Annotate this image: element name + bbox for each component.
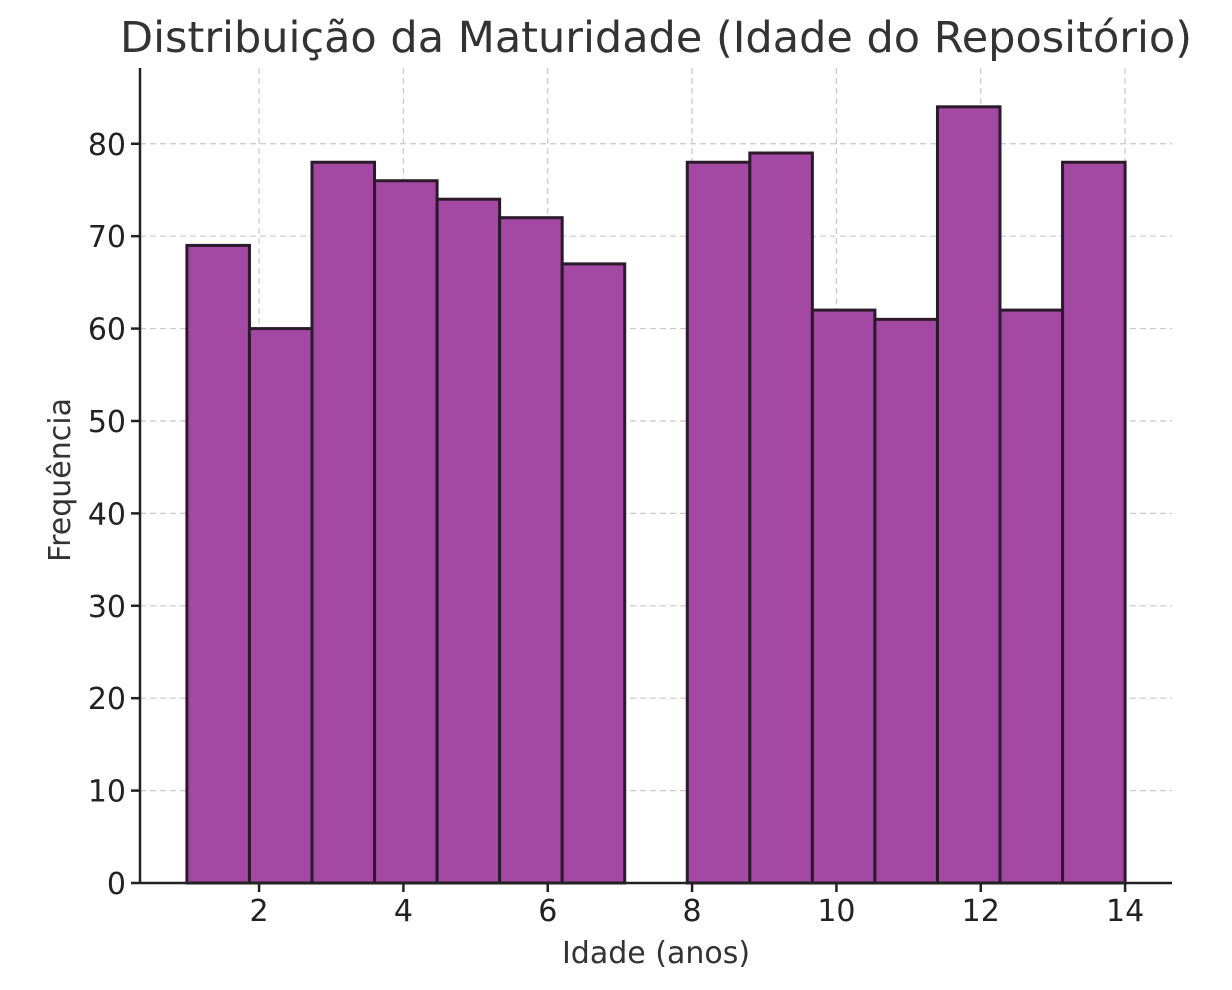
bar-4	[373, 179, 439, 885]
bar-15	[1061, 160, 1127, 885]
bar-5	[435, 197, 502, 885]
bar-10	[748, 151, 814, 885]
x-tick-label-8: 8	[683, 894, 702, 929]
bar-6	[498, 216, 564, 885]
bar-13	[935, 105, 1002, 885]
bar-9	[685, 160, 752, 885]
x-tick-label-14: 14	[1106, 894, 1144, 929]
x-tick-label-10: 10	[817, 894, 855, 929]
bar-14	[998, 308, 1065, 885]
bar-11	[810, 308, 877, 885]
tick-labels: 2 4 6 8 10 12 14 0 10 20 30 40 50 60 70 80	[88, 128, 1144, 929]
y-tick-label-60: 60	[88, 313, 126, 348]
bar-1	[185, 243, 251, 885]
chart-title: Distribuição da Maturidade (Idade do Rep…	[120, 13, 1192, 63]
bar-3	[310, 160, 377, 885]
y-axis-label: Frequência	[43, 398, 78, 562]
y-tick-label-70: 70	[88, 220, 126, 255]
y-tick-label-10: 10	[88, 775, 126, 810]
y-tick-label-80: 80	[88, 128, 126, 163]
bar-7	[560, 262, 627, 885]
y-tick-label-30: 30	[88, 590, 126, 625]
y-tick-label-20: 20	[88, 682, 126, 717]
x-tick-label-6: 6	[538, 894, 557, 929]
bars	[185, 105, 1127, 885]
x-axis-label: Idade (anos)	[562, 936, 750, 971]
x-tick-label-12: 12	[962, 894, 1000, 929]
y-tick-label-0: 0	[107, 867, 126, 902]
x-tick-label-2: 2	[250, 894, 269, 929]
y-tick-label-40: 40	[88, 497, 126, 532]
bar-12	[873, 317, 939, 885]
axes	[131, 68, 1172, 892]
bar-2	[247, 327, 314, 885]
x-tick-label-4: 4	[394, 894, 413, 929]
y-tick-label-50: 50	[88, 405, 126, 440]
